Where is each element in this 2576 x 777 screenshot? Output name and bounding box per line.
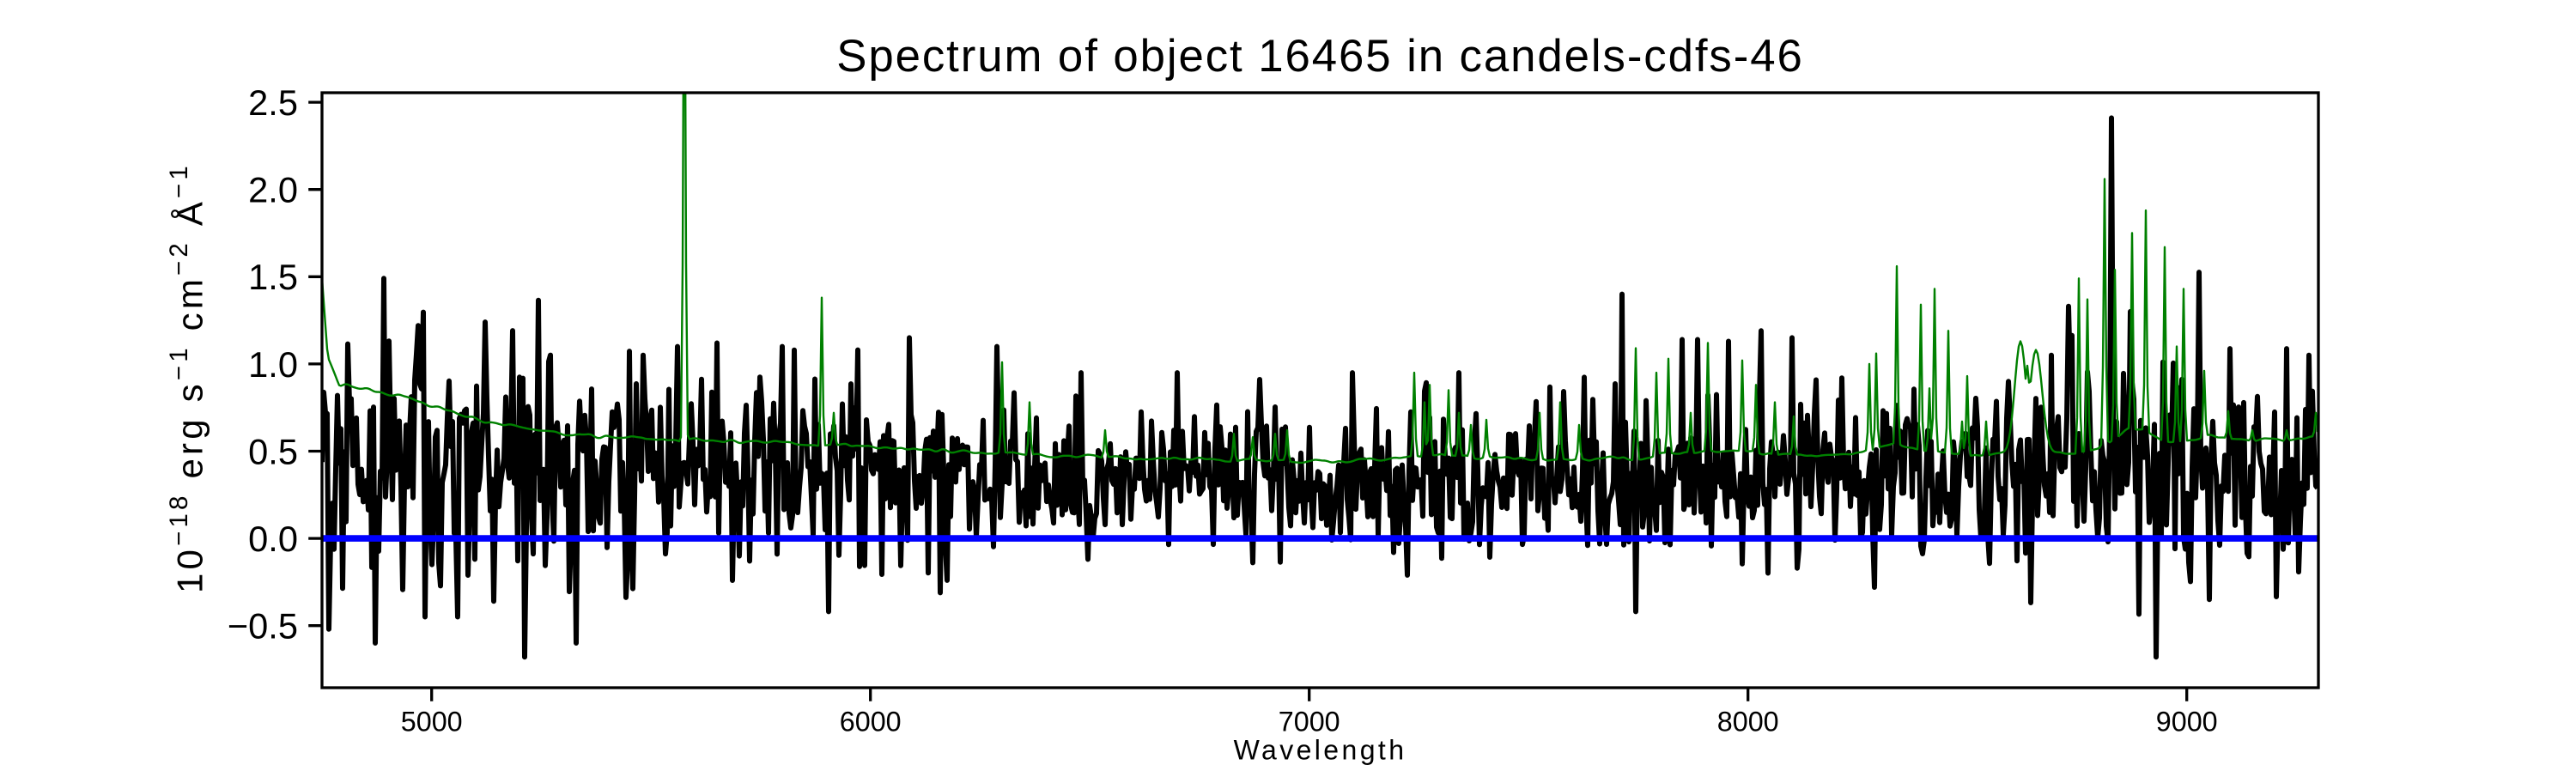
svg-text:1.5: 1.5 (248, 257, 298, 297)
svg-text:9000: 9000 (2156, 707, 2218, 738)
svg-text:7000: 7000 (1279, 707, 1340, 738)
svg-text:5000: 5000 (401, 707, 463, 738)
svg-text:2.5: 2.5 (248, 82, 298, 123)
svg-text:8000: 8000 (1717, 707, 1779, 738)
svg-text:−0.5: −0.5 (228, 606, 298, 646)
svg-text:1.0: 1.0 (248, 344, 298, 385)
svg-text:6000: 6000 (840, 707, 902, 738)
svg-text:Spectrum of object 16465 in ca: Spectrum of object 16465 in candels-cdfs… (836, 31, 1804, 82)
svg-text:0.5: 0.5 (248, 431, 298, 471)
svg-text:10−18 erg s−1 cm−2 Å−1: 10−18 erg s−1 cm−2 Å−1 (165, 162, 210, 593)
svg-text:0.0: 0.0 (248, 519, 298, 559)
svg-text:Wavelength: Wavelength (1234, 734, 1407, 765)
svg-text:2.0: 2.0 (248, 170, 298, 210)
